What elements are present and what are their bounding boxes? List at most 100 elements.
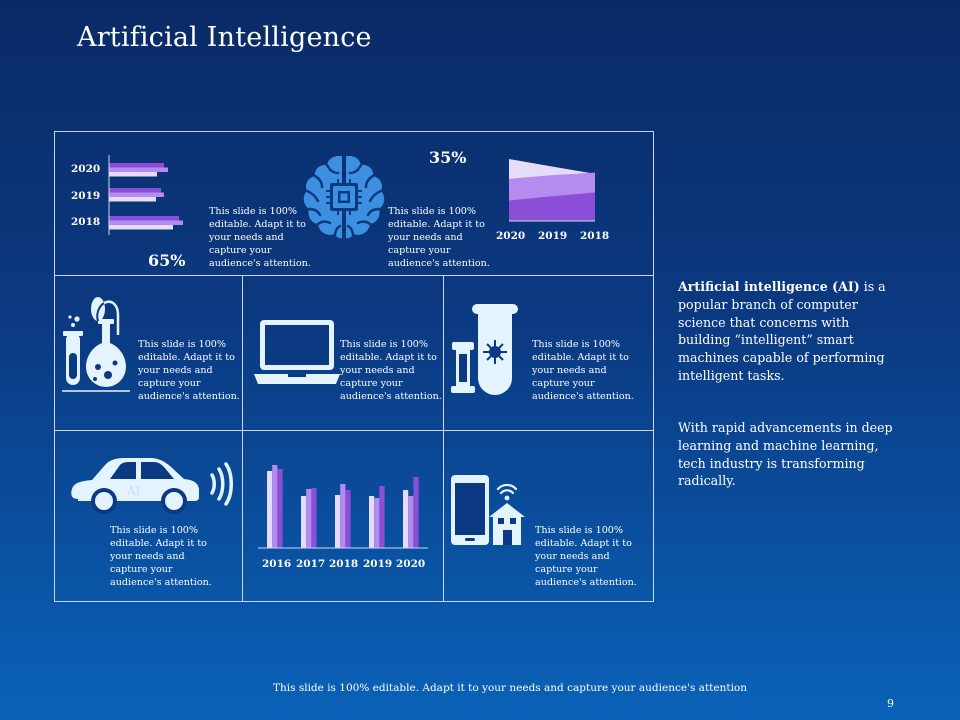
hbar-bar [109,216,179,221]
column-bar [374,498,380,548]
caption-line: This slide is 100% [340,339,429,350]
smart-home-icon [451,475,525,545]
area-year-label: 2018 [580,230,610,242]
caption-line: audience's attention. [535,577,637,588]
grid-divider [55,275,653,276]
column-bar [272,465,278,548]
caption-line: capture your [110,564,173,575]
caption-line: audience's attention. [110,577,212,588]
column-year-label: 2016 [262,558,292,570]
caption-line: audience's attention. [532,391,634,402]
caption-line: capture your [209,245,272,256]
caption-line: capture your [535,564,598,575]
column-year-label: 2018 [329,558,359,570]
grid-divider [55,430,653,431]
caption-line: your needs and [209,232,284,243]
hbar-bar [109,225,173,230]
caption-text: This slide is 100% editable. Adapt it to… [535,524,637,589]
column-bar [340,484,346,548]
ai-description: Artificial intelligence (AI) is a popula… [678,278,898,385]
caption-line: editable. Adapt it to [138,352,235,363]
ai-car-icon [71,458,233,514]
column-year-label: 2017 [296,558,326,570]
ai-advancements-text: With rapid advancements in deep learning… [678,420,893,489]
slide-title: Artificial Intelligence [77,22,372,53]
caption-text: This slide is 100% editable. Adapt it to… [138,338,240,403]
hbar-bar [109,163,164,168]
hbar-bar [109,197,156,202]
hbar-year-label: 2018 [71,216,101,228]
test-tube-icon [451,304,518,395]
column-bar [335,495,341,548]
ai-description-rest: is a popular branch of computer science … [678,279,886,383]
caption-line: editable. Adapt it to [535,538,632,549]
caption-line: audience's attention. [340,391,442,402]
column-bar [267,471,273,548]
caption-line: your needs and [535,551,610,562]
column-bar [306,489,312,548]
column-bar [408,496,414,548]
caption-line: your needs and [138,365,213,376]
caption-text: This slide is 100% editable. Adapt it to… [388,205,490,270]
grid-divider [242,275,243,601]
caption-line: audience's attention. [209,258,311,269]
column-bar [311,488,317,548]
caption-line: editable. Adapt it to [209,219,306,230]
caption-line: editable. Adapt it to [110,538,207,549]
caption-line: audience's attention. [138,391,240,402]
column-year-label: 2019 [363,558,393,570]
area-chart [509,159,595,222]
caption-line: This slide is 100% [532,339,621,350]
column-bar [301,496,307,548]
caption-line: editable. Adapt it to [340,352,437,363]
caption-line: This slide is 100% [388,206,477,217]
chemistry-flask-icon [62,297,130,392]
caption-line: audience's attention. [388,258,490,269]
page-number: 9 [887,697,894,710]
caption-line: This slide is 100% [535,525,624,536]
caption-line: capture your [340,378,403,389]
area-year-label: 2019 [538,230,568,242]
caption-line: your needs and [340,365,415,376]
caption-line: capture your [388,245,451,256]
content-grid [54,131,654,602]
caption-line: your needs and [388,232,463,243]
caption-line: editable. Adapt it to [388,219,485,230]
area-year-label: 2020 [496,230,526,242]
footer-text: This slide is 100% editable. Adapt it to… [272,682,748,694]
ai-description-bold: Artificial intelligence (AI) [678,279,860,294]
hbar-bar [109,172,157,177]
caption-line: This slide is 100% [138,339,227,350]
caption-line: your needs and [532,365,607,376]
hbar-bar [109,167,168,172]
hbar-year-label: 2020 [71,163,101,175]
caption-text: This slide is 100% editable. Adapt it to… [340,338,442,403]
caption-line: This slide is 100% [209,206,298,217]
caption-line: editable. Adapt it to [532,352,629,363]
hbar-chart [108,155,183,235]
hbar-year-label: 2019 [71,190,101,202]
hbar-bar [109,220,183,225]
caption-line: your needs and [110,551,185,562]
column-year-label: 2020 [396,558,426,570]
laptop-icon [254,320,340,384]
area-percent: 35% [429,148,467,167]
column-bar [369,496,375,548]
column-bar [277,469,283,548]
caption-line: capture your [532,378,595,389]
ai-car-badge: AI [127,484,141,498]
area-series [509,192,595,221]
column-bar [379,486,385,548]
grid-divider [443,275,444,601]
column-bar [413,477,419,548]
brain-chip-icon [303,155,385,239]
column-bar [403,490,409,548]
column-bar [345,490,351,548]
caption-line: capture your [138,378,201,389]
caption-text: This slide is 100% editable. Adapt it to… [110,524,212,589]
caption-text: This slide is 100% editable. Adapt it to… [209,205,311,270]
column-chart [258,465,428,549]
hbar-bar [109,188,161,193]
caption-line: This slide is 100% [110,525,199,536]
hbar-percent: 65% [148,251,186,270]
